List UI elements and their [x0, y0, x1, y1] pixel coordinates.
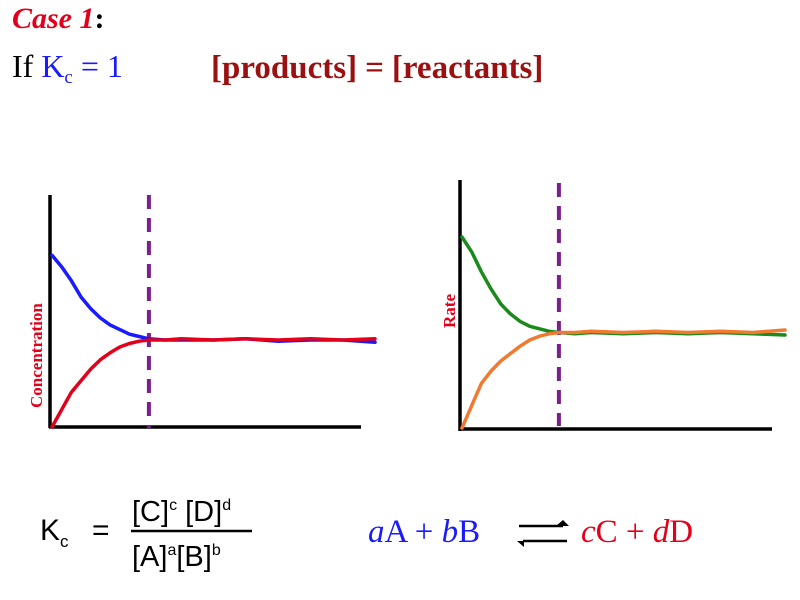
rate-series-increasing-line [460, 328, 787, 430]
equality-statement: [products] = [reactants] [211, 50, 543, 87]
rate-chart: Rate [440, 180, 787, 431]
kc-denominator: [A]a[B]b [132, 541, 221, 573]
concentration-axis-label: Concentration [27, 303, 46, 408]
case-title-colon: : [94, 2, 105, 35]
kc-k: Kc [40, 514, 69, 551]
kc-equals-value: = 1 [72, 48, 123, 84]
kc-numerator: [C]c [D]d [132, 496, 231, 528]
kc-symbol-subscript: c [64, 67, 73, 88]
products-side: cC + dD [581, 514, 693, 550]
reactants-side: aA + bB [368, 514, 480, 550]
reaction-equation: aA + bB cC + dD [368, 514, 693, 550]
concentration-series-increasing-line [50, 337, 377, 429]
kc-equals: = [92, 514, 110, 547]
case-title: Case 1: [12, 2, 105, 36]
kc-symbol-letter: K [41, 48, 65, 84]
case-title-text: Case 1 [12, 2, 95, 35]
condition-prefix: If [12, 48, 42, 84]
statement-equals: = [365, 50, 384, 86]
equilibrium-arrows-icon [517, 520, 569, 547]
kc-expression: Kc = [C]c [D]d [A]a[B]b [40, 496, 252, 573]
kc-condition: If Kc = 1 [12, 48, 123, 89]
concentration-chart: Concentration [27, 195, 377, 429]
concentration-series-decreasing-line [50, 253, 377, 345]
products-term: [products] [211, 50, 358, 86]
reactants-term: [reactants] [391, 50, 544, 86]
rate-series-decreasing-line [460, 235, 787, 337]
kc-symbol: Kc = 1 [41, 48, 123, 88]
rate-axis-label: Rate [440, 294, 459, 328]
